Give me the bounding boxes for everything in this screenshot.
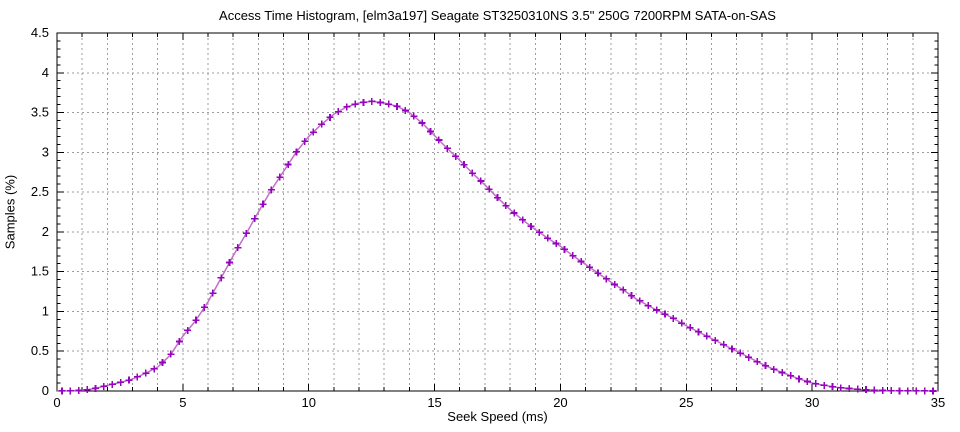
x-axis-label: Seek Speed (ms) bbox=[447, 409, 548, 424]
x-tick-label: 10 bbox=[301, 395, 315, 410]
y-tick-label: 1 bbox=[42, 303, 49, 318]
y-tick-label: 4.5 bbox=[31, 25, 49, 40]
x-tick-label: 5 bbox=[179, 395, 186, 410]
y-axis-label: Samples (%) bbox=[2, 174, 18, 250]
y-tick-label: 3.5 bbox=[31, 105, 49, 120]
x-tick-label: 15 bbox=[427, 395, 441, 410]
y-tick-label: 2 bbox=[42, 224, 49, 239]
x-tick-label: 35 bbox=[931, 395, 945, 410]
y-tick-label: 3 bbox=[42, 144, 49, 159]
y-tick-label: 0.5 bbox=[31, 343, 49, 358]
x-tick-label: 20 bbox=[553, 395, 567, 410]
y-tick-label: 2.5 bbox=[31, 184, 49, 199]
series-markers bbox=[58, 97, 937, 395]
plot-border bbox=[56, 32, 939, 392]
chart-title: Access Time Histogram, [elm3a197] Seagat… bbox=[219, 8, 776, 23]
y-tick-label: 1.5 bbox=[31, 264, 49, 279]
x-tick-label: 0 bbox=[53, 395, 60, 410]
x-tick-label: 30 bbox=[805, 395, 819, 410]
x-tick-label: 25 bbox=[679, 395, 693, 410]
y-tick-label: 4 bbox=[42, 65, 49, 80]
series-line bbox=[56, 100, 939, 392]
y-tick-label: 0 bbox=[42, 383, 49, 398]
